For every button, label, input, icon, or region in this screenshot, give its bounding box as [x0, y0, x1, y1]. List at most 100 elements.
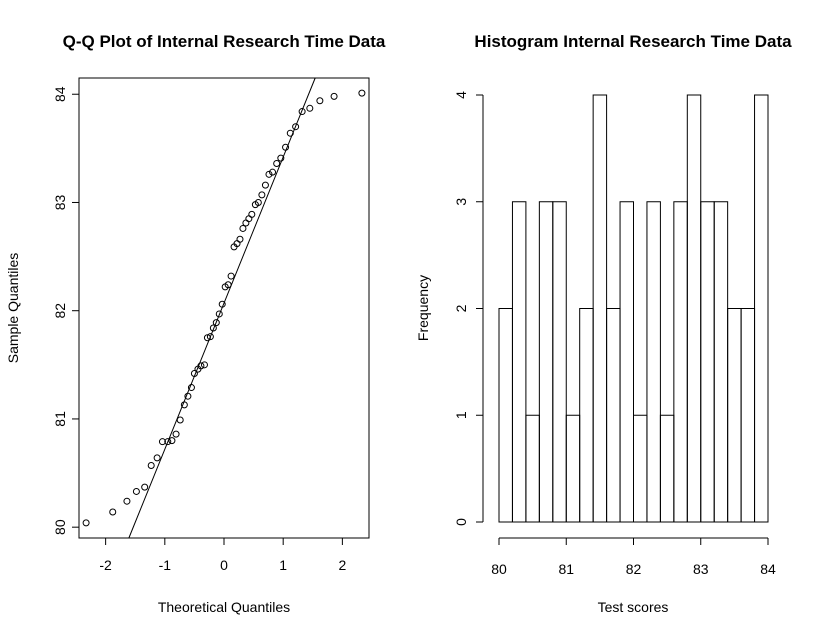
histogram-bar — [713, 201, 729, 523]
histogram-y-tick-label: 0 — [453, 518, 469, 526]
qq-data-point — [200, 361, 208, 369]
qq-x-tick-label: 2 — [338, 557, 346, 573]
qq-x-axis: -2 -1 0 1 2 — [99, 538, 346, 573]
qq-data-point — [164, 438, 172, 446]
histogram-y-tick-label: 4 — [453, 91, 469, 99]
histogram-x-tick-label: 82 — [626, 561, 642, 577]
qq-x-axis-label: Theoretical Quantiles — [158, 599, 290, 615]
histogram-x-axis: 80 81 82 83 84 — [491, 537, 776, 577]
qq-data-point — [132, 487, 140, 495]
histogram-bar — [673, 201, 688, 523]
qq-y-tick-label: 84 — [52, 86, 68, 102]
qq-data-point — [261, 181, 269, 189]
qq-data-point — [212, 319, 220, 327]
qq-data-point — [218, 300, 226, 308]
qq-data-point — [239, 224, 247, 232]
histogram-bar — [633, 414, 648, 523]
qq-data-point — [153, 454, 161, 462]
qq-plot-panel: Q-Q Plot of Internal Research Time Data … — [5, 32, 386, 615]
histogram-bar — [511, 201, 527, 523]
qq-data-point — [209, 324, 217, 332]
qq-data-point — [273, 160, 281, 168]
histogram-y-tick-label: 1 — [453, 411, 469, 419]
qq-data-point — [190, 369, 198, 377]
histogram-bar — [754, 94, 769, 523]
histogram-bar — [619, 201, 634, 523]
qq-data-point — [316, 97, 324, 105]
qq-y-axis-label: Sample Quantiles — [5, 253, 21, 364]
qq-data-point — [141, 483, 149, 491]
histogram-bar — [525, 414, 540, 523]
qq-x-tick-label: 0 — [220, 557, 228, 573]
qq-data-point — [282, 143, 290, 151]
histogram-y-axis-label: Frequency — [415, 275, 431, 341]
histogram-y-tick-label: 3 — [453, 198, 469, 206]
qq-data-point — [292, 123, 300, 131]
qq-y-tick-label: 80 — [52, 519, 68, 535]
qq-y-tick-label: 81 — [52, 411, 68, 427]
qq-data-point — [254, 198, 262, 206]
histogram-bar — [606, 308, 621, 523]
qq-data-point — [306, 104, 314, 112]
histogram-bar — [579, 308, 594, 523]
histogram-bar — [659, 414, 675, 523]
qq-y-tick-label: 83 — [52, 194, 68, 210]
qq-x-tick-label: -1 — [159, 557, 172, 573]
qq-data-point — [206, 333, 214, 341]
qq-data-point — [248, 210, 256, 218]
histogram-bar — [727, 308, 742, 523]
qq-data-point — [215, 310, 223, 318]
qq-x-tick-label: 1 — [279, 557, 287, 573]
qq-data-point — [245, 215, 253, 223]
qq-data-point — [236, 235, 244, 243]
histogram-bars — [498, 94, 769, 523]
qq-data-point — [330, 92, 338, 100]
histogram-bar — [565, 414, 581, 523]
histogram-x-tick-label: 84 — [760, 561, 776, 577]
qq-plot-marks — [82, 77, 366, 539]
qq-plot-frame — [78, 77, 370, 539]
qq-data-point — [227, 272, 235, 280]
qq-data-point — [242, 219, 250, 227]
histogram-y-axis: 0 1 2 3 4 — [453, 91, 484, 526]
qq-data-point — [82, 519, 90, 527]
histogram-bar — [646, 201, 661, 523]
qq-data-point — [172, 430, 180, 438]
qq-data-point — [203, 334, 211, 342]
qq-data-point — [197, 362, 205, 370]
qq-data-point — [269, 168, 277, 176]
qq-data-point — [168, 437, 176, 445]
qq-x-tick-label: -2 — [99, 557, 112, 573]
histogram-bar — [538, 201, 554, 523]
histogram-bar — [740, 308, 756, 523]
qq-y-axis: 80 81 82 83 84 — [52, 86, 79, 535]
histogram-x-tick-label: 80 — [491, 561, 507, 577]
qq-data-point — [358, 89, 366, 97]
qq-data-point — [176, 416, 184, 424]
qq-data-point — [180, 401, 188, 409]
histogram-y-tick-label: 2 — [453, 304, 469, 312]
qq-data-point — [184, 392, 192, 400]
qq-reference-line — [128, 77, 316, 539]
histogram-bar — [686, 94, 702, 523]
histogram-bar — [498, 308, 513, 523]
qq-data-point — [147, 461, 155, 469]
histogram-x-axis-label: Test scores — [598, 599, 669, 615]
qq-data-point — [158, 438, 166, 446]
histogram-panel: Histogram Internal Research Time Data Te… — [415, 32, 792, 615]
histogram-title: Histogram Internal Research Time Data — [474, 32, 792, 51]
histogram-bar — [700, 201, 715, 523]
qq-plot-title: Q-Q Plot of Internal Research Time Data — [63, 32, 386, 51]
qq-data-point — [109, 508, 117, 516]
qq-y-tick-label: 82 — [52, 303, 68, 319]
qq-data-point — [277, 154, 285, 162]
histogram-bar — [592, 94, 608, 523]
qq-data-point — [286, 129, 294, 137]
qq-data-point — [224, 281, 232, 289]
qq-data-point — [187, 384, 195, 392]
histogram-bar — [552, 201, 567, 523]
qq-data-point — [265, 170, 273, 178]
qq-data-point — [298, 108, 306, 116]
